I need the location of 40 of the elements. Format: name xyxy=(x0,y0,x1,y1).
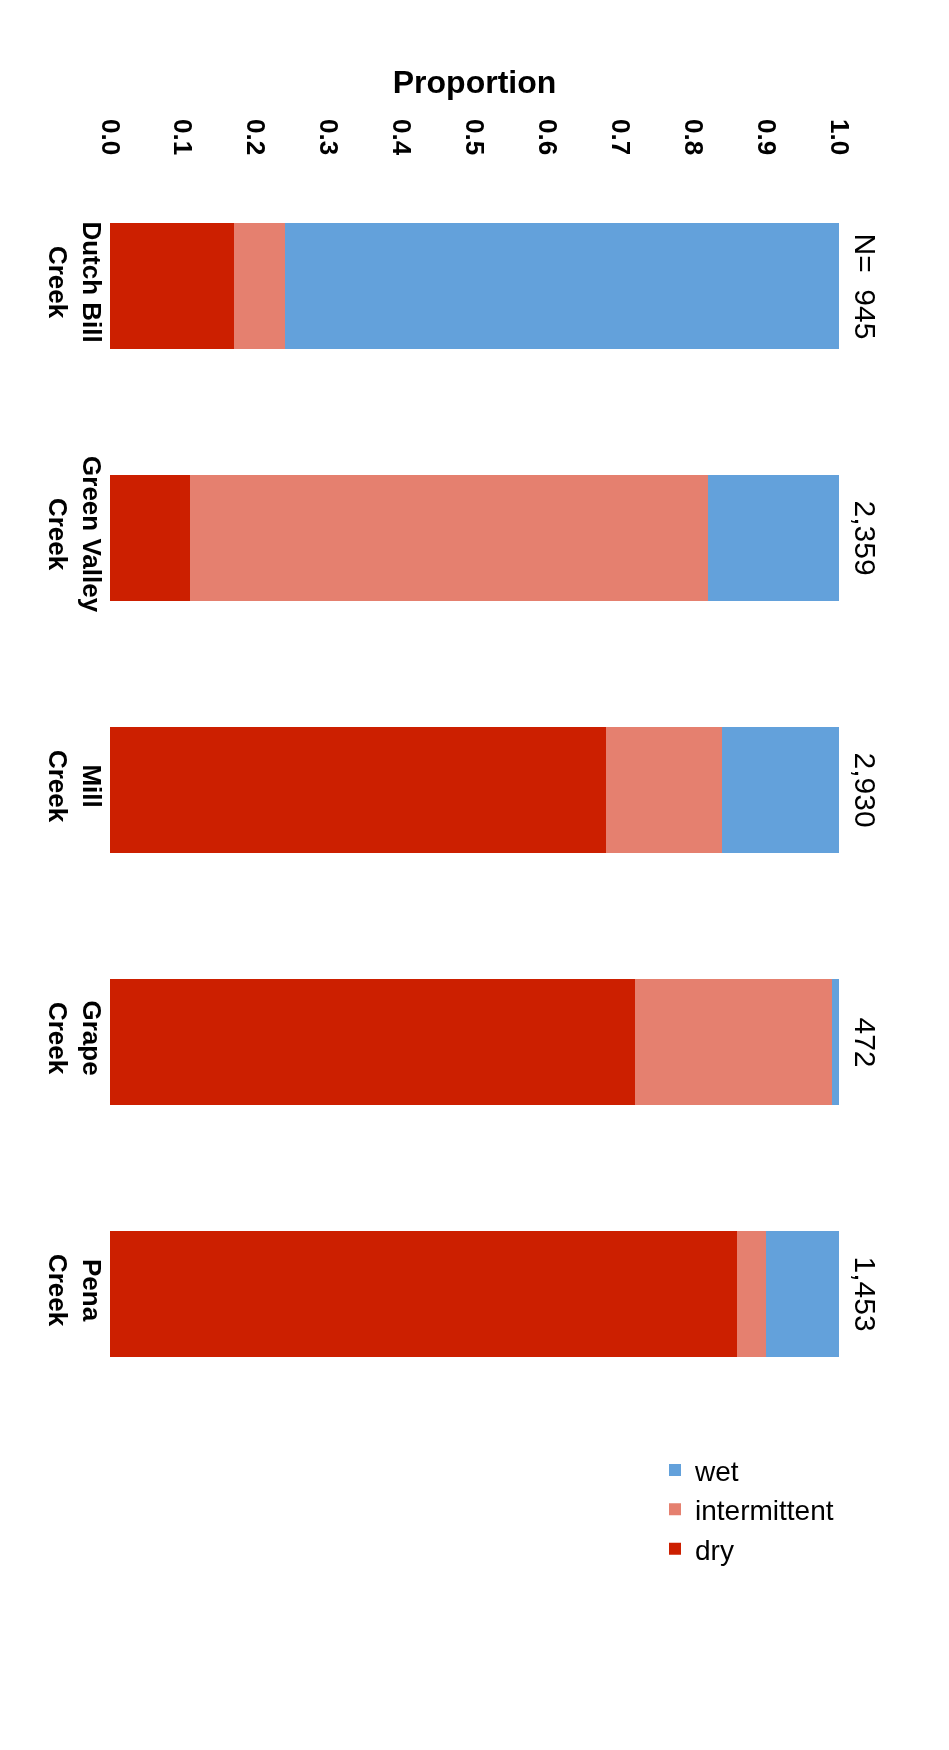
x-tick-label: 0.2 xyxy=(241,118,272,156)
bar xyxy=(831,979,839,1105)
bar xyxy=(284,223,839,349)
x-axis-title: Proportion xyxy=(392,64,557,101)
text: 2,359 xyxy=(848,500,882,576)
bar xyxy=(605,727,723,853)
text: 2,930 xyxy=(848,752,882,828)
text: 472 xyxy=(848,1017,882,1068)
bar xyxy=(190,475,708,601)
legend-label: dry xyxy=(695,1534,734,1566)
x-tick-label: 0.7 xyxy=(605,118,636,156)
x-tick-label: 0.0 xyxy=(95,118,126,156)
legend-label: wet xyxy=(694,1455,739,1487)
x-tick-label: 0.6 xyxy=(532,118,563,156)
bar xyxy=(110,727,606,853)
y-tick-label: Mill Creek xyxy=(43,749,107,823)
y-tick-label: Dutch Bill Creek xyxy=(43,221,107,343)
y-tick-label: Green Valley Creek xyxy=(43,456,107,613)
bar xyxy=(736,1231,767,1357)
x-tick-label: 1.0 xyxy=(824,118,855,156)
text: 1,453 xyxy=(848,1256,882,1332)
text: N= 945 xyxy=(848,233,882,340)
bar xyxy=(634,979,832,1105)
bar xyxy=(110,223,234,349)
y-tick-label: Pena Creek xyxy=(43,1253,107,1327)
bar xyxy=(110,475,191,601)
bar xyxy=(110,979,635,1105)
bar xyxy=(233,223,285,349)
y-tick-label: Grape Creek xyxy=(43,1000,107,1076)
bar xyxy=(110,1231,737,1357)
x-tick-label: 0.9 xyxy=(751,118,782,156)
bar xyxy=(722,727,839,853)
x-tick-label: 0.8 xyxy=(678,118,709,156)
x-tick-label: 0.3 xyxy=(314,118,345,156)
bar xyxy=(766,1231,839,1357)
x-tick-label: 0.4 xyxy=(387,118,418,156)
bar xyxy=(707,475,839,601)
legend-label: intermittent xyxy=(695,1495,834,1527)
x-tick-label: 0.1 xyxy=(168,118,199,156)
x-tick-label: 0.5 xyxy=(460,118,491,156)
